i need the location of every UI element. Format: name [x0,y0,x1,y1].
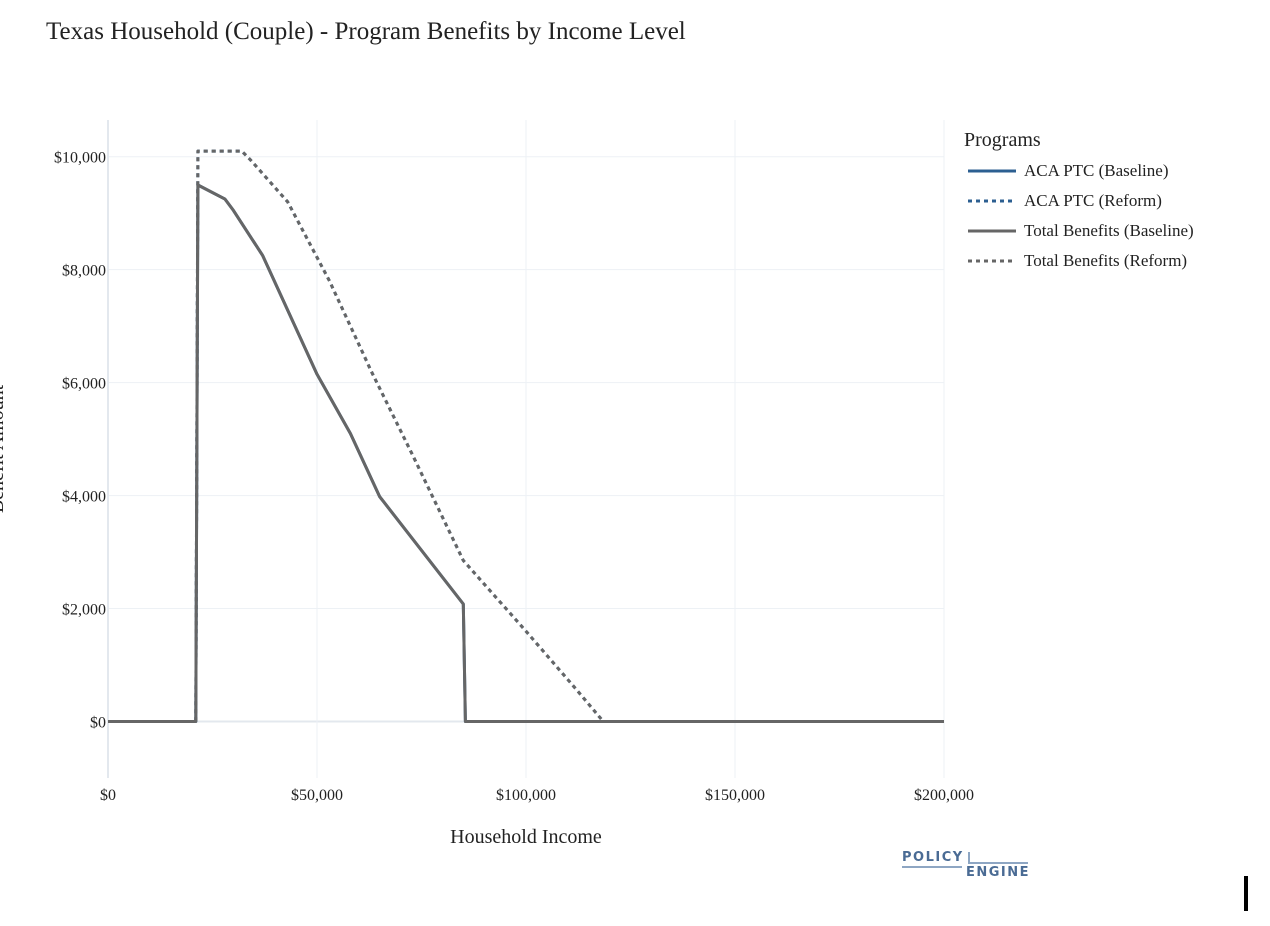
y-tick-label: $2,000 [62,602,106,619]
policyengine-logo: POLICY ENGINE [900,850,1030,884]
logo-text-bottom: ENGINE [966,865,1031,880]
y-tick-label: $8,000 [62,263,106,280]
logo-text-top: POLICY [902,850,964,865]
legend-swatch [968,199,1016,203]
legend-items: ACA PTC (Baseline) ACA PTC (Reform) Total … [964,156,1264,276]
y-axis-title: Benefit Amount [0,384,8,513]
x-tick-label: $200,000 [914,787,974,804]
legend-label: Total Benefits (Reform) [1024,251,1188,270]
legend-item[interactable]: Total Benefits (Baseline) [964,216,1264,246]
legend-title: Programs [964,129,1041,151]
x-tick-label: $0 [100,787,116,804]
series-line [108,183,944,723]
legend-label: ACA PTC (Reform) [1024,191,1162,210]
x-tick-label: $50,000 [291,787,343,804]
logo-line [968,852,970,862]
y-tick-label: $4,000 [62,489,106,506]
legend-swatch [968,229,1016,233]
legend-item[interactable]: ACA PTC (Baseline) [964,156,1264,186]
x-tick-label: $150,000 [705,787,765,804]
legend-item[interactable]: ACA PTC (Reform) [964,186,1264,216]
legend-label: ACA PTC (Baseline) [1024,161,1169,180]
y-tick-label: $0 [90,715,106,732]
legend: Programs ACA PTC (Baseline) ACA PTC (Refo… [964,126,1264,276]
legend-item[interactable]: Total Benefits (Reform) [964,246,1264,276]
y-tick-label: $6,000 [62,376,106,393]
logo-line [902,866,962,868]
y-tick-label: $10,000 [54,150,106,167]
x-axis-title: Household Income [450,826,602,848]
legend-label: Total Benefits (Baseline) [1024,221,1194,240]
legend-swatch [968,259,1016,263]
logo-line [968,862,1028,864]
chart-title: Texas Household (Couple) - Program Benef… [46,18,686,45]
legend-swatch [968,169,1016,173]
series-line [108,149,944,723]
text-cursor [1244,876,1248,911]
x-tick-label: $100,000 [496,787,556,804]
